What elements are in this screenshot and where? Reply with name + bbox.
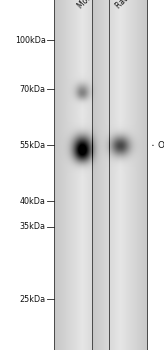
Text: OPTC: OPTC [158, 141, 164, 150]
Text: 70kDa: 70kDa [20, 85, 46, 94]
Text: 55kDa: 55kDa [20, 141, 46, 150]
Text: Rat liver: Rat liver [114, 0, 143, 10]
Text: 100kDa: 100kDa [15, 36, 46, 45]
Text: 35kDa: 35kDa [20, 222, 46, 231]
Text: 40kDa: 40kDa [20, 197, 46, 206]
Text: 25kDa: 25kDa [20, 295, 46, 304]
Text: Mouse liver: Mouse liver [76, 0, 113, 10]
